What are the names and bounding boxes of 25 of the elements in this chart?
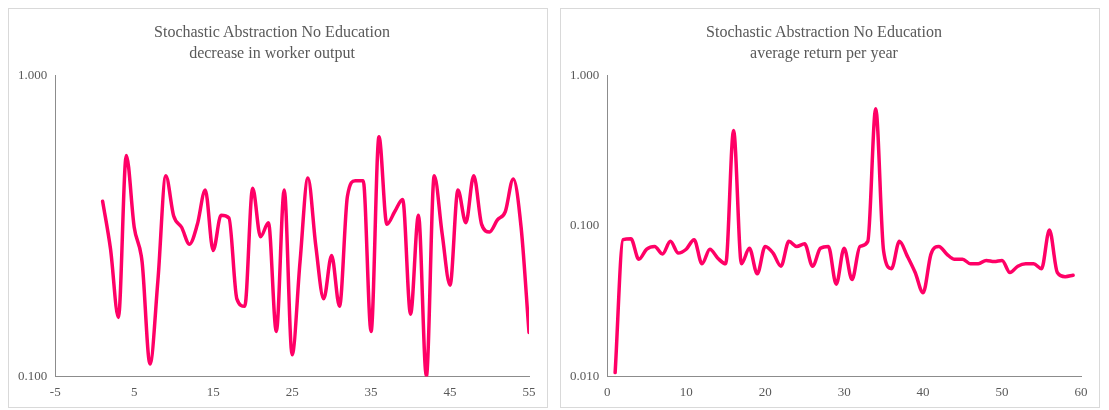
y-tick-label: 1.000 xyxy=(570,66,600,82)
x-tick-label: 60 xyxy=(1074,383,1088,399)
chart-subtitle: average return per year xyxy=(750,44,899,62)
chart-subtitle: decrease in worker output xyxy=(189,44,356,62)
x-tick-label: 10 xyxy=(679,383,693,399)
y-tick-label: 0.100 xyxy=(18,367,48,383)
line-series xyxy=(100,135,529,377)
x-tick-label: 15 xyxy=(206,383,220,399)
line-series xyxy=(613,107,1075,375)
chart-title: Stochastic Abstraction No Education xyxy=(154,22,390,40)
x-tick-label: 45 xyxy=(443,383,457,399)
x-tick-label: 0 xyxy=(604,383,611,399)
x-tick-label: 35 xyxy=(364,383,378,399)
x-tick-label: 30 xyxy=(837,383,851,399)
x-tick-label: 40 xyxy=(916,383,930,399)
x-tick-label: -5 xyxy=(49,383,61,399)
x-tick-label: 50 xyxy=(995,383,1009,399)
x-tick-label: 25 xyxy=(285,383,299,399)
x-tick-label: 20 xyxy=(758,383,772,399)
y-tick-label: 0.010 xyxy=(570,367,600,383)
y-tick-label: 0.100 xyxy=(570,217,600,233)
y-tick-label: 1.000 xyxy=(18,66,48,82)
x-tick-label: 5 xyxy=(130,383,138,399)
chart-title: Stochastic Abstraction No Education xyxy=(706,22,942,40)
x-tick-label: 55 xyxy=(522,383,536,399)
